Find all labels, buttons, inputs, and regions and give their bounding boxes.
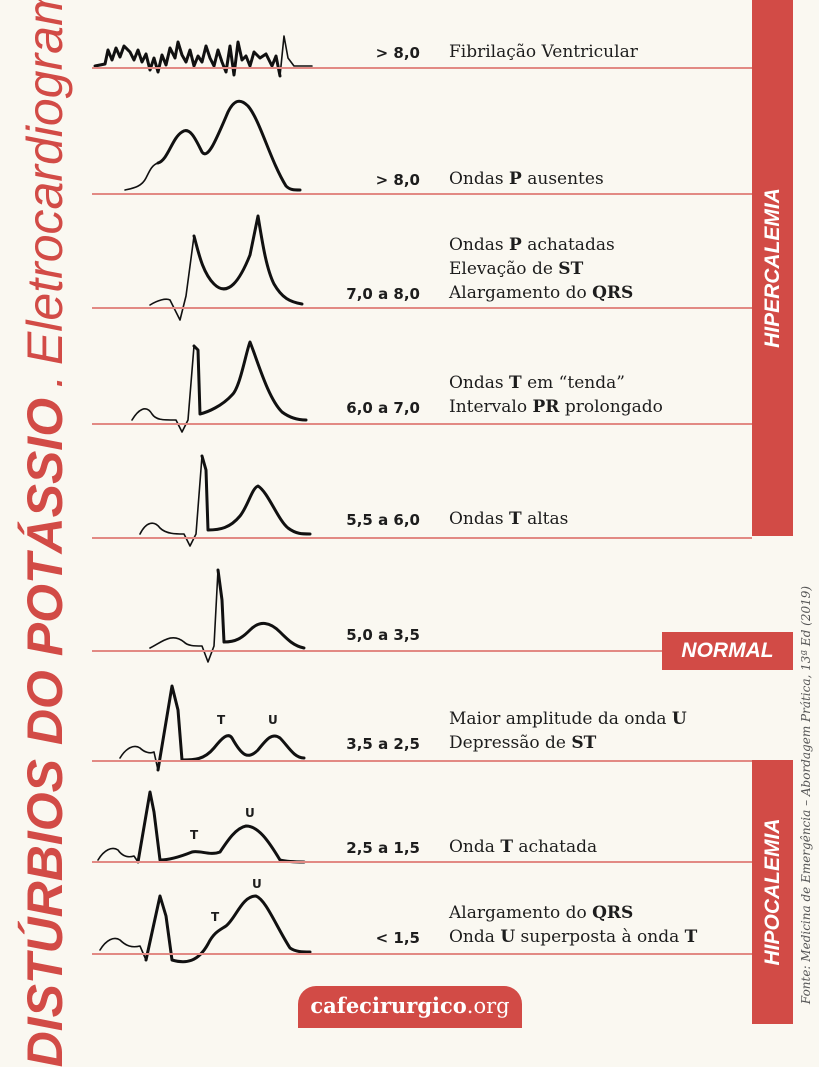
hypokalemia-label: HIPOCALEMIA	[760, 818, 784, 966]
potassium-value: > 8,0	[375, 44, 420, 62]
ecg-trace-normal-main	[216, 568, 306, 650]
ecg-description: Ondas P achatadas Elevação de ST Alargamen…	[449, 233, 633, 305]
ecg-trace-flat-p	[149, 235, 195, 321]
emphasis-term: U	[671, 709, 687, 729]
emphasis-term: ST	[571, 733, 597, 753]
description-line: Alargamento do QRS	[449, 903, 634, 923]
title-subtitle: Eletrocardiograma	[17, 0, 73, 366]
ecg-trace-p-absent	[124, 162, 159, 191]
potassium-value: 6,0 a 7,0	[346, 399, 420, 417]
ecg-trace-flat-t	[97, 847, 139, 863]
row-divider	[92, 650, 664, 652]
description-line: Onda T achatada	[449, 837, 598, 857]
wave-label-t-row9: T	[211, 910, 220, 924]
ecg-trace-tall-t	[139, 455, 203, 547]
ecg-trace-u-larger	[119, 745, 159, 771]
title-area: DISTÚRBIOS DO POTÁSSIO. Eletrocardiograma	[0, 0, 90, 1067]
ecg-trace-vfib-tail	[279, 35, 313, 77]
ecg-trace-flat-t-main	[136, 790, 306, 864]
ecg-trace-normal	[149, 569, 219, 663]
emphasis-term: T	[500, 837, 513, 857]
wave-label-u-row7: U	[268, 713, 278, 727]
description-line: Ondas T altas	[449, 509, 569, 529]
ecg-description: Ondas T altas	[449, 507, 568, 531]
ecg-description: Maior amplitude da onda U Depressão de ST	[449, 707, 687, 755]
site-badge[interactable]: cafecirurgico.org	[298, 986, 522, 1028]
ecg-trace-tented-t-main	[192, 340, 308, 422]
ecg-trace-p-absent-main	[156, 99, 302, 192]
ecg-description: Ondas T em “tenda” Intervalo PR prolongad…	[449, 371, 663, 419]
description-line: Maior amplitude da onda U	[449, 709, 687, 729]
description-line: Ondas P achatadas	[449, 235, 615, 255]
potassium-value: 5,0 a 3,5	[346, 626, 420, 644]
ecg-trace-vfib	[93, 40, 282, 78]
potassium-value: 7,0 a 8,0	[346, 285, 420, 303]
emphasis-term: P	[509, 169, 522, 189]
hyperkalemia-label: HIPERCALEMIA	[760, 188, 784, 348]
emphasis-term: T	[509, 373, 522, 393]
row-divider	[92, 67, 752, 69]
emphasis-term: P	[509, 235, 522, 255]
row-divider	[92, 423, 752, 425]
page-title: DISTÚRBIOS DO POTÁSSIO. Eletrocardiograma	[16, 0, 74, 1067]
wave-label-u-row9: U	[252, 877, 262, 891]
normal-badge: NORMAL	[662, 632, 793, 670]
ecg-trace-u-larger-main	[156, 684, 306, 772]
emphasis-term: QRS	[592, 283, 634, 303]
ecg-trace-u-overlap	[99, 937, 147, 961]
row-divider	[92, 307, 752, 309]
row-divider	[92, 193, 752, 195]
emphasis-term: U	[500, 927, 516, 947]
emphasis-term: QRS	[592, 903, 634, 923]
description-line: Ondas T em “tenda”	[449, 373, 625, 393]
ecg-trace-flat-p-main	[192, 214, 304, 306]
row-divider	[92, 537, 752, 539]
description-line: Alargamento do QRS	[449, 283, 634, 303]
site-tld: .org	[466, 994, 510, 1018]
description-line: Intervalo PR prolongado	[449, 397, 663, 417]
description-line: Fibrilação Ventricular	[449, 42, 638, 62]
site-name: cafecirurgico	[310, 993, 467, 1018]
potassium-value: 2,5 a 1,5	[346, 839, 420, 857]
wave-label-t-row8: T	[190, 828, 199, 842]
row-divider	[92, 760, 752, 762]
source-note: Fonte: Medicina de Emergência – Abordage…	[799, 585, 813, 1005]
ecg-traces	[93, 35, 313, 964]
description-line: Onda U superposta à onda T	[449, 927, 698, 947]
emphasis-term: T	[509, 509, 522, 529]
title-main: DISTÚRBIOS DO POTÁSSIO	[17, 397, 73, 1067]
ecg-trace-tented-t	[131, 345, 195, 433]
hypokalemia-band: HIPOCALEMIA	[752, 760, 793, 1024]
description-line: Ondas P ausentes	[449, 169, 604, 189]
row-divider	[92, 861, 752, 863]
emphasis-term: ST	[558, 259, 584, 279]
title-separator: .	[20, 375, 72, 388]
description-line: Depressão de ST	[449, 733, 597, 753]
ecg-description: Fibrilação Ventricular	[449, 40, 638, 64]
wave-label-t-row7: T	[217, 713, 226, 727]
emphasis-term: T	[684, 927, 698, 947]
potassium-value: 5,5 a 6,0	[346, 511, 420, 529]
ecg-description: Ondas P ausentes	[449, 167, 604, 191]
hyperkalemia-band: HIPERCALEMIA	[752, 0, 793, 536]
potassium-value: > 8,0	[375, 171, 420, 189]
ecg-trace-u-overlap-main	[144, 894, 312, 964]
wave-label-u-row8: U	[245, 806, 255, 820]
potassium-value: < 1,5	[375, 929, 420, 947]
row-divider	[92, 953, 752, 955]
ecg-trace-tall-t-main	[200, 454, 312, 536]
ecg-description: Alargamento do QRS Onda U superposta à on…	[449, 901, 697, 949]
emphasis-term: PR	[532, 397, 560, 417]
ecg-description: Onda T achatada	[449, 835, 597, 859]
description-line: Elevação de ST	[449, 259, 584, 279]
potassium-value: 3,5 a 2,5	[346, 735, 420, 753]
